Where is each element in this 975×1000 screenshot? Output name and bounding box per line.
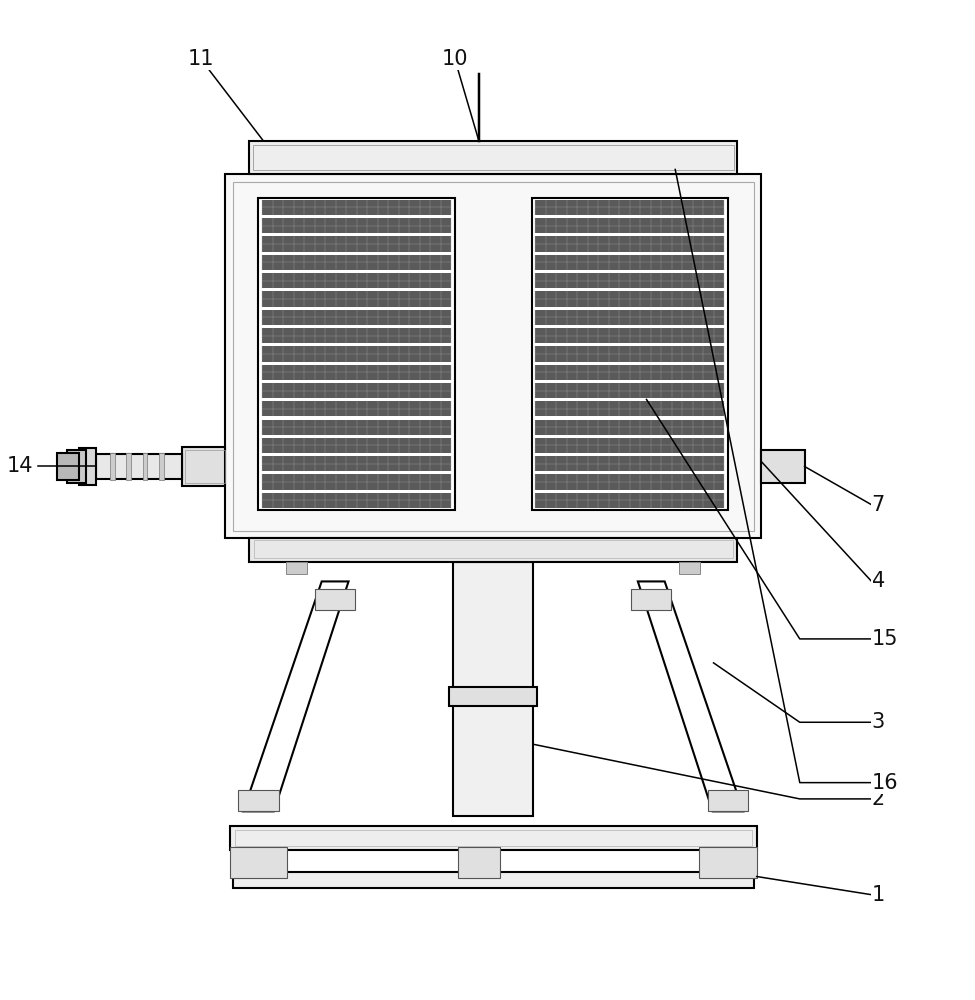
Bar [535, 383, 724, 398]
Bar [142, 453, 147, 480]
Bar [761, 450, 804, 483]
Bar [262, 310, 451, 325]
Bar [238, 790, 279, 811]
Bar [535, 456, 724, 471]
Bar [262, 273, 451, 288]
Bar [262, 456, 451, 471]
Bar [535, 200, 724, 215]
Bar [535, 218, 724, 233]
Bar [262, 474, 451, 490]
Bar [253, 145, 733, 170]
Bar [287, 562, 307, 574]
Bar [262, 346, 451, 362]
Bar [230, 826, 757, 850]
Bar [258, 198, 455, 510]
Bar [235, 830, 752, 846]
Bar [262, 291, 451, 307]
Bar [181, 447, 225, 486]
Text: 11: 11 [188, 49, 214, 69]
Bar [262, 401, 451, 416]
Bar [262, 365, 451, 380]
Bar [184, 450, 225, 483]
Bar [679, 562, 700, 574]
Bar [249, 538, 737, 562]
Bar [262, 236, 451, 252]
Bar [631, 589, 672, 610]
Bar [449, 687, 537, 706]
Text: 15: 15 [872, 629, 898, 649]
Polygon shape [638, 581, 743, 811]
Bar [110, 453, 115, 480]
Bar [126, 453, 131, 480]
Bar [535, 273, 724, 288]
Bar [262, 420, 451, 435]
Text: 7: 7 [872, 495, 885, 515]
Bar [262, 438, 451, 453]
Bar [535, 401, 724, 416]
Polygon shape [243, 581, 348, 811]
Bar [315, 589, 355, 610]
Bar [535, 420, 724, 435]
Text: 1: 1 [872, 885, 885, 905]
Bar [58, 453, 79, 480]
Text: 3: 3 [872, 712, 885, 732]
Bar [249, 141, 737, 174]
Bar [67, 450, 86, 483]
Bar [535, 365, 724, 380]
Bar [699, 847, 757, 878]
Bar [254, 540, 732, 558]
Bar [79, 448, 96, 485]
Bar [230, 847, 288, 878]
Bar [262, 383, 451, 398]
Bar [531, 198, 728, 510]
Text: 10: 10 [442, 49, 468, 69]
Bar [159, 453, 164, 480]
Bar [262, 328, 451, 343]
Bar [233, 182, 754, 531]
Bar [453, 562, 533, 816]
Bar [262, 200, 451, 215]
Text: 16: 16 [872, 773, 898, 793]
Bar [262, 255, 451, 270]
Bar [233, 872, 754, 888]
Bar [457, 847, 500, 878]
Bar [535, 493, 724, 508]
Bar [535, 328, 724, 343]
Text: 4: 4 [872, 571, 885, 591]
Bar [535, 255, 724, 270]
Text: 2: 2 [872, 789, 885, 809]
Bar [535, 474, 724, 490]
Bar [535, 291, 724, 307]
Text: 14: 14 [7, 456, 33, 476]
Bar [708, 790, 748, 811]
Bar [262, 218, 451, 233]
Bar [535, 310, 724, 325]
Bar [535, 438, 724, 453]
Bar [535, 346, 724, 362]
Bar [535, 236, 724, 252]
Bar [96, 454, 181, 479]
Bar [262, 493, 451, 508]
Bar [225, 174, 761, 538]
